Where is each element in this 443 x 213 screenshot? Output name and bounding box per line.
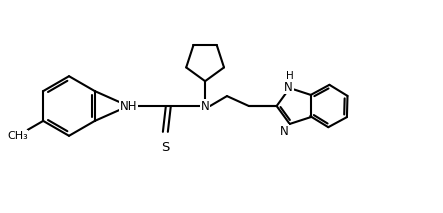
Text: N: N xyxy=(284,81,293,94)
Text: N: N xyxy=(280,125,289,138)
Text: NH: NH xyxy=(120,99,137,112)
Text: H: H xyxy=(286,71,294,81)
Text: N: N xyxy=(201,99,210,112)
Text: S: S xyxy=(161,141,170,154)
Text: CH₃: CH₃ xyxy=(7,131,28,141)
